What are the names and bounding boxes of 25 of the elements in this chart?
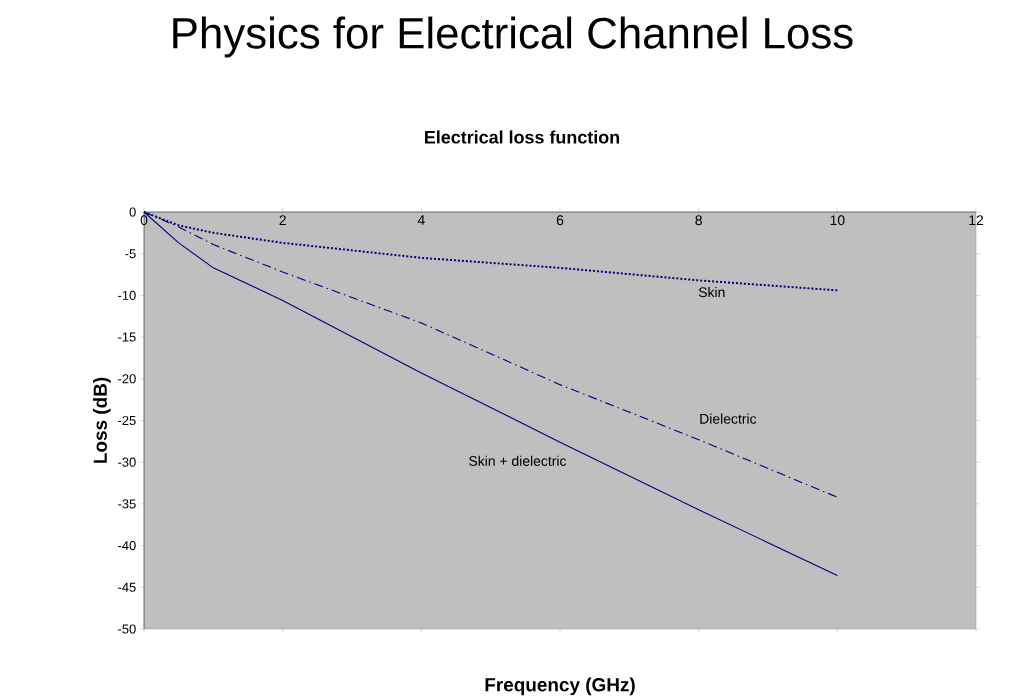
y-tick-label: -20 (118, 374, 136, 384)
y-tick-label: -15 (118, 332, 136, 342)
series-label: Dielectric (700, 413, 757, 424)
y-tick-label: -35 (118, 499, 136, 509)
series-label: Skin + dielectric (469, 455, 567, 466)
x-tick-label: 2 (279, 215, 286, 225)
x-tick-label: 10 (830, 215, 845, 226)
y-tick-label: -30 (118, 457, 136, 467)
y-tick-label: -5 (125, 249, 136, 259)
chart-title: Physics for Electrical Channel Loss (173, 16, 853, 58)
series-label: Skin (698, 286, 725, 298)
x-tick-label: 4 (417, 215, 425, 225)
y-axis-title: Loss (dB) (93, 377, 111, 463)
chart-subtitle: Electrical loss function (425, 130, 620, 144)
y-tick-label: -10 (118, 290, 136, 300)
y-tick-label: 0 (129, 207, 136, 217)
x-tick-label: 0 (140, 215, 148, 226)
y-tick-label: -40 (118, 541, 136, 551)
x-axis-title: Frequency (GHz) (485, 677, 635, 696)
y-tick-label: -45 (118, 582, 136, 592)
y-tick-label: -50 (118, 624, 136, 634)
y-tick-label: -25 (118, 415, 136, 426)
x-tick-label: 12 (969, 215, 984, 225)
x-tick-label: 8 (695, 215, 702, 226)
x-tick-label: 6 (556, 215, 564, 226)
